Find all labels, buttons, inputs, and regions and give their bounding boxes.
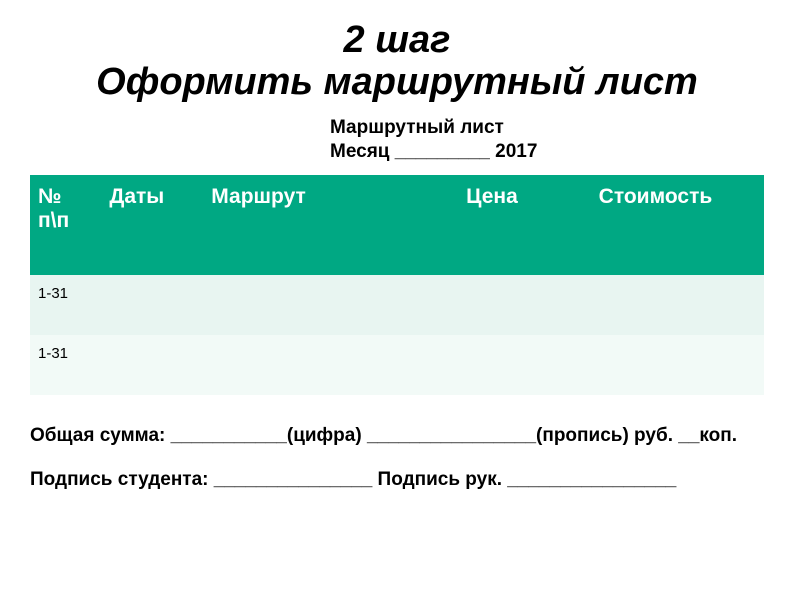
table-row: 1-31 [30, 335, 764, 395]
col-header-dates: Даты [101, 175, 203, 275]
table-row: 1-31 [30, 275, 764, 335]
sub-header-line-1: Маршрутный лист [330, 116, 664, 141]
title-line-1: 2 шаг [30, 20, 764, 62]
col-header-cost: Стоимость [591, 175, 764, 275]
cell-route [203, 275, 458, 335]
sub-header-line-2: Месяц _________ 2017 [330, 140, 664, 165]
cell-cost [591, 335, 764, 395]
title-line-2: Оформить маршрутный лист [30, 62, 764, 104]
cell-num: 1-31 [30, 335, 101, 395]
col-header-num: № п\п [30, 175, 101, 275]
cell-num: 1-31 [30, 275, 101, 335]
col-header-route: Маршрут [203, 175, 458, 275]
sub-header: Маршрутный лист Месяц _________ 2017 [230, 116, 764, 165]
cell-dates [101, 275, 203, 335]
table-header-row: № п\п Даты Маршрут Цена Стоимость [30, 175, 764, 275]
signature-line: Подпись студента: _______________ Подпис… [30, 469, 764, 491]
page-title: 2 шаг Оформить маршрутный лист [30, 20, 764, 104]
total-line: Общая сумма: ___________(цифра) ________… [30, 425, 764, 447]
cell-route [203, 335, 458, 395]
cell-price [458, 335, 591, 395]
route-table: № п\п Даты Маршрут Цена Стоимость 1-31 1… [30, 175, 764, 395]
cell-dates [101, 335, 203, 395]
col-header-price: Цена [458, 175, 591, 275]
cell-price [458, 275, 591, 335]
cell-cost [591, 275, 764, 335]
